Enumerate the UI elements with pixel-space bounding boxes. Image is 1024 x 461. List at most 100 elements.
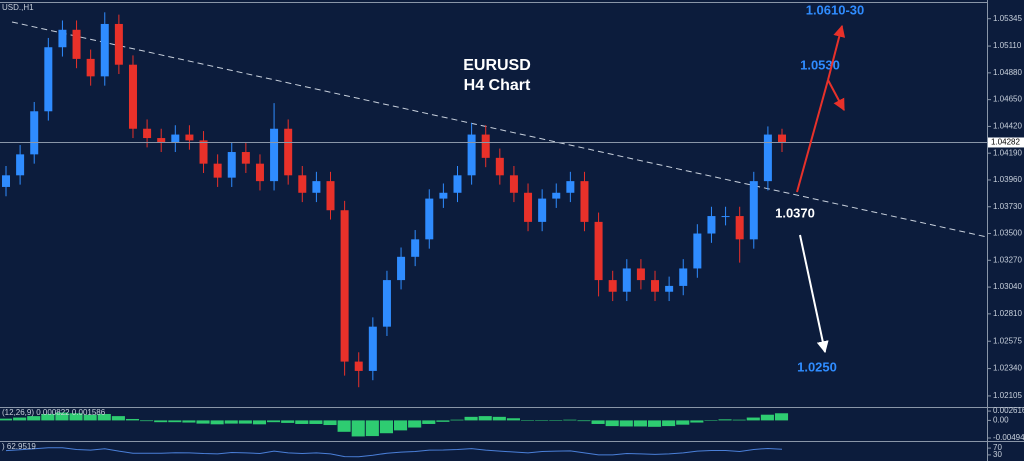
candle-body bbox=[298, 175, 307, 193]
candle-body bbox=[495, 157, 504, 176]
macd-bar bbox=[55, 412, 69, 421]
candle-body bbox=[227, 152, 236, 178]
macd-bar bbox=[238, 420, 252, 424]
macd-bar bbox=[436, 420, 450, 422]
candle-body bbox=[566, 181, 575, 193]
y-tick-label: -0.004943 bbox=[993, 433, 1024, 442]
y-tick-label: 1.02340 bbox=[993, 364, 1022, 373]
macd-bar bbox=[351, 420, 365, 437]
candle-body bbox=[749, 181, 758, 240]
candle-body bbox=[538, 198, 547, 222]
macd-bar bbox=[140, 420, 154, 422]
annotation: 1.0370 bbox=[775, 205, 815, 220]
candle-body bbox=[622, 268, 631, 292]
candle-body bbox=[411, 239, 420, 257]
rsi-line bbox=[5, 447, 783, 458]
y-tick-label: 1.03960 bbox=[993, 175, 1022, 184]
candle-body bbox=[763, 134, 772, 182]
candle-body bbox=[467, 134, 476, 176]
candle-body bbox=[721, 216, 730, 218]
macd-bar bbox=[337, 420, 351, 432]
candle-body bbox=[594, 221, 603, 281]
candle-body bbox=[340, 210, 349, 362]
candle-body bbox=[481, 134, 490, 158]
y-tick-label: 0.00 bbox=[993, 416, 1009, 425]
y-tick-label: 1.05345 bbox=[993, 14, 1022, 23]
macd-bar bbox=[365, 420, 379, 437]
macd-label: (12,26,9) 0.000822 0.001586 bbox=[2, 408, 106, 417]
candle-body bbox=[128, 64, 137, 129]
candle-body bbox=[679, 268, 688, 286]
candle-body bbox=[255, 163, 264, 182]
candle-body bbox=[453, 175, 462, 193]
candle-body bbox=[72, 29, 81, 59]
macd-bar bbox=[704, 420, 718, 421]
macd-bar bbox=[97, 413, 111, 421]
macd-bar bbox=[619, 420, 633, 427]
macd-bar bbox=[224, 420, 238, 424]
macd-bar bbox=[196, 420, 210, 424]
candle-body bbox=[157, 138, 166, 143]
macd-bar bbox=[591, 420, 605, 424]
candle-body bbox=[368, 326, 377, 371]
candle-body bbox=[312, 181, 321, 193]
candle-body bbox=[58, 29, 67, 48]
candle-body bbox=[439, 192, 448, 199]
macd-bar bbox=[125, 418, 140, 421]
rsi-label: ) 62.9519 bbox=[2, 442, 36, 451]
macd-bar bbox=[492, 416, 506, 421]
macd-bar bbox=[27, 416, 41, 421]
annotation: H4 Chart bbox=[464, 77, 531, 94]
macd-bar bbox=[760, 414, 774, 421]
symbol-label: USD.,H1 bbox=[2, 3, 34, 12]
candle-body bbox=[44, 47, 53, 112]
annotation: 1.0610-30 bbox=[806, 2, 865, 17]
macd-bar bbox=[252, 420, 267, 425]
arrows bbox=[796, 24, 846, 354]
macd-bar bbox=[676, 420, 690, 425]
candle-body bbox=[397, 256, 406, 281]
candle-body bbox=[171, 134, 180, 143]
candle-body bbox=[707, 216, 716, 234]
macd-bar bbox=[662, 420, 676, 427]
candle-body bbox=[651, 280, 660, 292]
macd-bar bbox=[0, 418, 13, 421]
y-tick-label: 1.03040 bbox=[993, 282, 1022, 291]
last-price-box bbox=[988, 137, 1024, 148]
macd-bar bbox=[478, 416, 492, 421]
macd-bar bbox=[295, 420, 309, 424]
y-tick-label: 1.04190 bbox=[993, 148, 1022, 157]
macd-bar bbox=[450, 419, 464, 421]
macd-bar bbox=[633, 420, 647, 427]
y-tick-label: 1.04880 bbox=[993, 68, 1022, 77]
y-tick-label: 1.02810 bbox=[993, 309, 1022, 318]
candle-body bbox=[114, 23, 123, 65]
trend-line bbox=[11, 21, 988, 238]
macd-bar bbox=[379, 420, 393, 434]
macd-bar bbox=[690, 420, 704, 423]
candle-body bbox=[86, 58, 95, 77]
y-tick-label: 1.02105 bbox=[993, 391, 1022, 400]
y-tick-label: 1.02575 bbox=[993, 336, 1022, 345]
macd-bar bbox=[323, 420, 337, 426]
macd-bar bbox=[506, 418, 520, 421]
candle-body bbox=[30, 111, 39, 155]
macd-bar bbox=[267, 420, 281, 423]
candle-body bbox=[16, 154, 25, 176]
candle-body bbox=[185, 134, 194, 141]
candle-body bbox=[552, 192, 561, 199]
macd-bar bbox=[309, 420, 323, 424]
candle-body bbox=[199, 140, 208, 164]
candle-body bbox=[270, 128, 279, 182]
last-price-label: 1.04282 bbox=[991, 138, 1020, 147]
candle-body bbox=[354, 361, 363, 371]
macd-bar bbox=[605, 420, 619, 427]
candle-body bbox=[100, 23, 109, 77]
macd-bar bbox=[718, 419, 732, 421]
y-tick-label: 0.002616 bbox=[993, 406, 1024, 415]
macd-bar bbox=[520, 420, 535, 421]
macd-bar bbox=[563, 419, 577, 421]
